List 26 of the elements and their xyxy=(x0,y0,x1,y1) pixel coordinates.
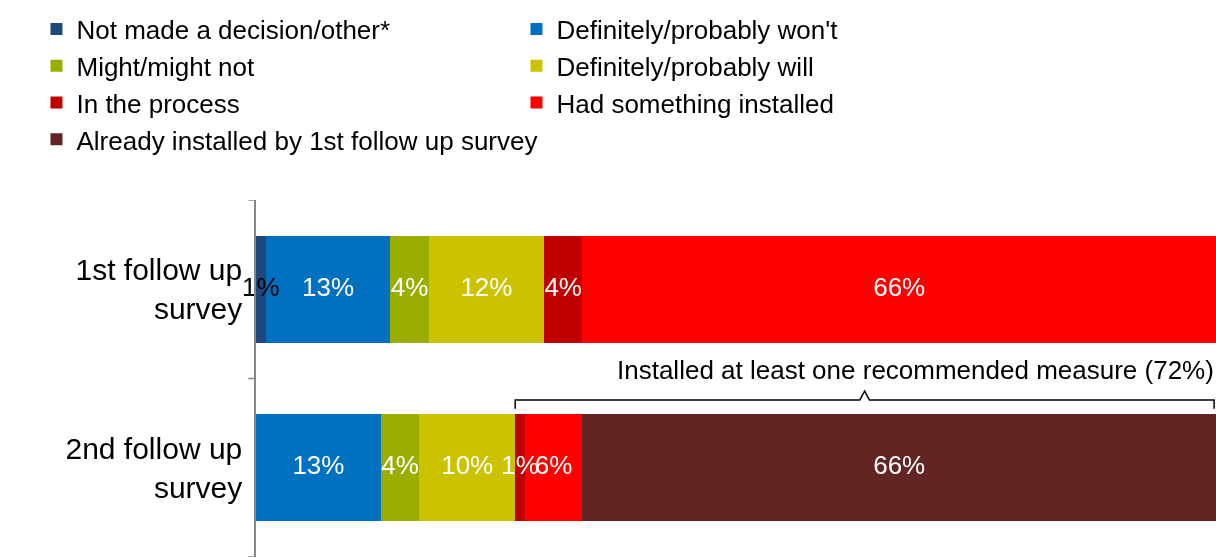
data-label: 4% xyxy=(381,450,419,481)
bar xyxy=(582,414,1216,522)
data-label: 4% xyxy=(390,271,429,302)
bar xyxy=(544,235,583,343)
legend-label: In the process xyxy=(76,88,240,119)
annotation: Installed at least one recommended measure (72%) xyxy=(617,355,1214,385)
data-label: 10% xyxy=(441,450,494,481)
bar xyxy=(390,235,429,343)
y-tick-label: 1st follow up survey xyxy=(75,253,243,326)
data-label: 66% xyxy=(873,450,926,481)
legend-label: Already installed by 1st follow up survey xyxy=(76,125,538,156)
data-label: 13% xyxy=(292,450,345,481)
data-label: 4% xyxy=(544,271,582,302)
legend-label: Definitely/probably will xyxy=(556,51,814,82)
y-tick-label: 2nd follow up survey xyxy=(65,431,243,504)
legend-label: Not made a decision/other* xyxy=(76,15,391,46)
data-label: 13% xyxy=(301,271,355,302)
legend-label: Had something installed xyxy=(556,88,834,119)
bar xyxy=(256,414,381,522)
bar xyxy=(582,235,1216,343)
legend-label: Definitely/probably won't xyxy=(556,15,839,46)
bar xyxy=(380,414,420,522)
data-label: 66% xyxy=(873,271,926,302)
data-label: 12% xyxy=(460,271,513,302)
bar xyxy=(428,235,544,343)
legend-label: Might/might not xyxy=(76,51,255,82)
